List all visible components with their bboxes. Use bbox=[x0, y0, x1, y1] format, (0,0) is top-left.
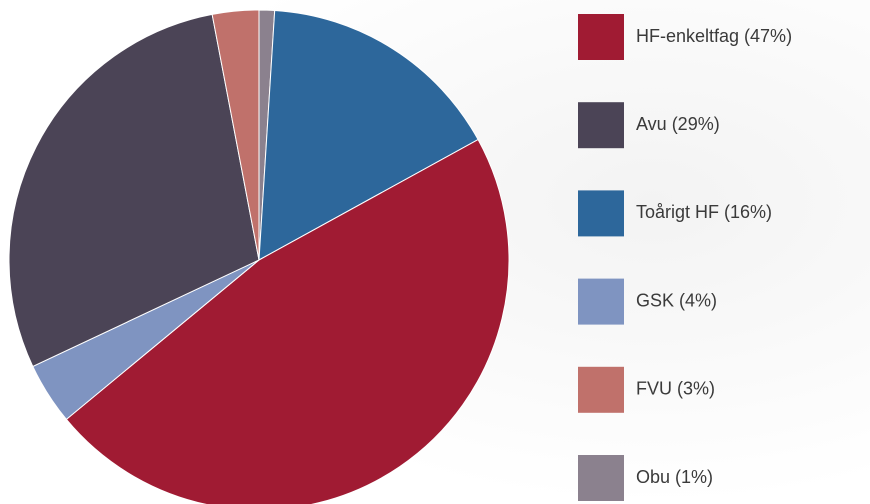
pie-slice bbox=[65, 138, 510, 504]
legend-swatch bbox=[578, 102, 624, 149]
legend-label: Obu (1%) bbox=[636, 467, 713, 487]
legend-label: GSK (4%) bbox=[636, 290, 717, 310]
legend-label: Toårigt HF (16%) bbox=[636, 202, 772, 222]
legend-swatch bbox=[578, 278, 624, 325]
legend-label: FVU (3%) bbox=[636, 379, 715, 399]
pie-slice bbox=[258, 9, 479, 261]
pie-slice bbox=[211, 9, 260, 261]
legend-swatch bbox=[578, 14, 624, 60]
legend-swatch bbox=[578, 455, 624, 501]
pie-slice bbox=[8, 13, 260, 368]
legend-label: HF-enkeltfag (47%) bbox=[636, 26, 792, 46]
legend-swatch bbox=[578, 366, 624, 413]
legend-swatch bbox=[578, 190, 624, 237]
legend-label: Avu (29%) bbox=[636, 114, 720, 134]
